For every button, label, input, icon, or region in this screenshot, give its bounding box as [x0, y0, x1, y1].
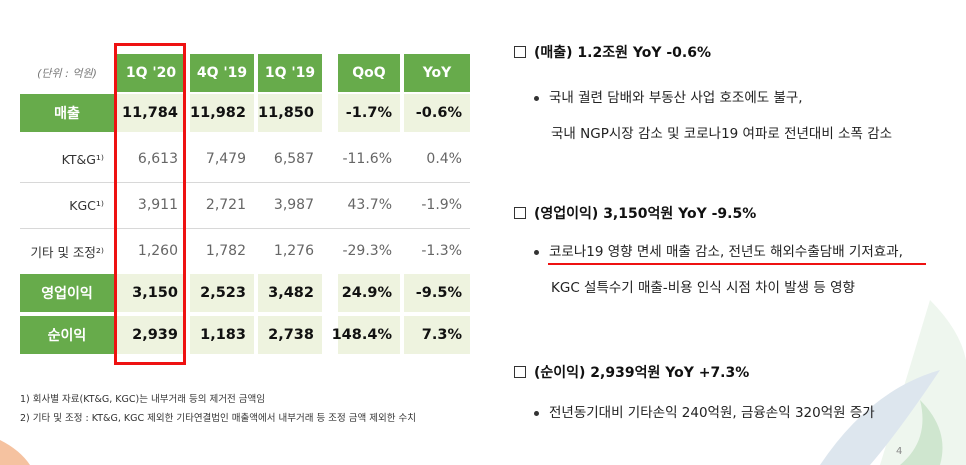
bullet-text: 국내 궐련 담배와 부동산 사업 호조에도 불구, [549, 90, 803, 106]
red-underline [548, 263, 926, 265]
cell: 1,260 [137, 243, 178, 259]
row-label: 기타 및 조정²⁾ [30, 244, 104, 260]
cell: -29.3% [342, 243, 392, 259]
row-label: KT&G¹⁾ [61, 151, 104, 167]
cell: 2,939 [116, 316, 186, 354]
footnote-1: 1) 회사별 자료(KT&G, KGC)는 내부거래 등의 제거전 금액임 [20, 394, 265, 405]
bullet-text: 전년동기대비 기타손익 240억원, 금융손익 320억원 증가 [549, 405, 875, 421]
cell: 11,850 [258, 94, 322, 132]
cell: 24.9% [338, 274, 400, 312]
header-qoq: QoQ [338, 54, 400, 92]
cell: 7.3% [404, 316, 470, 354]
section-title: (순이익) 2,939억원 YoY +7.3% [534, 365, 750, 381]
cell: 6,613 [137, 151, 178, 167]
checkbox-icon [514, 46, 526, 58]
header-yoy: YoY [404, 54, 470, 92]
bullet-continuation: 국내 NGP시장 감소 및 코로나19 여파로 전년대비 소폭 감소 [551, 126, 893, 142]
unit-label: (단위 : 억원) [37, 67, 97, 80]
cell: -0.6% [404, 94, 470, 132]
cell: 148.4% [332, 316, 400, 354]
bullet-item: 전년동기대비 기타손익 240억원, 금융손익 320억원 증가 [534, 401, 875, 421]
header-1q19: 1Q '19 [258, 54, 322, 92]
section-title: (영업이익) 3,150억원 YoY -9.5% [534, 206, 757, 222]
bullet-icon [534, 410, 539, 416]
bullet-icon [534, 249, 539, 255]
cell: -1.3% [421, 243, 462, 259]
cell: 11,982 [190, 94, 254, 132]
table-row-other: 기타 및 조정²⁾ 1,260 1,782 1,276 -29.3% -1.3% [20, 232, 480, 270]
cell: 43.7% [347, 197, 392, 213]
bullet-item: 국내 궐련 담배와 부동산 사업 호조에도 불구, [534, 86, 803, 106]
table-row-net-income: 순이익 2,939 1,183 2,738 148.4% 7.3% [20, 316, 480, 354]
cell: 3,911 [137, 197, 178, 213]
cell: 3,150 [116, 274, 186, 312]
footnote-2: 2) 기타 및 조정 : KT&G, KGC 제외한 기타연결법인 매출액에서 … [20, 413, 416, 424]
cell: -1.7% [338, 94, 400, 132]
table-header-row: (단위 : 억원) 1Q '20 4Q '19 1Q '19 QoQ YoY [20, 54, 480, 92]
cell: 2,738 [258, 316, 322, 354]
section-revenue-title: (매출) 1.2조원 YoY -0.6% [514, 42, 711, 62]
cell: 3,987 [273, 197, 314, 213]
highlight-box [114, 43, 186, 365]
cell: 0.4% [426, 151, 462, 167]
row-label: 영업이익 [20, 274, 114, 312]
header-1q20: 1Q '20 [116, 54, 186, 92]
row-label: KGC¹⁾ [69, 197, 104, 213]
page-number: 4 [896, 446, 903, 457]
cell: 3,482 [258, 274, 322, 312]
bullet-text: 코로나19 영향 면세 매출 감소, 전년도 해외수출담배 기저효과, [549, 244, 903, 260]
cell: 11,784 [116, 94, 186, 132]
cell: -11.6% [342, 151, 392, 167]
cell: -1.9% [421, 197, 462, 213]
bullet-icon [534, 95, 539, 101]
cell: 7,479 [205, 151, 246, 167]
cell: 1,276 [273, 243, 314, 259]
table-row-operating-profit: 영업이익 3,150 2,523 3,482 24.9% -9.5% [20, 274, 480, 312]
cell: 1,782 [205, 243, 246, 259]
table-row-ktg: KT&G¹⁾ 6,613 7,479 6,587 -11.6% 0.4% [20, 140, 480, 178]
table-row-kgc: KGC¹⁾ 3,911 2,721 3,987 43.7% -1.9% [20, 186, 480, 224]
table-row-revenue: 매출 11,784 11,982 11,850 -1.7% -0.6% [20, 94, 480, 132]
section-operating-title: (영업이익) 3,150억원 YoY -9.5% [514, 203, 756, 223]
bullet-continuation: KGC 설특수기 매출-비용 인식 시점 차이 발생 등 영향 [551, 280, 855, 296]
row-divider [20, 314, 470, 315]
cell: 1,183 [190, 316, 254, 354]
row-divider [20, 182, 470, 183]
cell: 6,587 [273, 151, 314, 167]
bullet-item: 코로나19 영향 면세 매출 감소, 전년도 해외수출담배 기저효과, [534, 240, 903, 260]
checkbox-icon [514, 207, 526, 219]
checkbox-icon [514, 366, 526, 378]
header-4q19: 4Q '19 [190, 54, 254, 92]
section-title: (매출) 1.2조원 YoY -0.6% [534, 45, 711, 61]
row-label: 매출 [20, 94, 114, 132]
cell: -9.5% [404, 274, 470, 312]
cell: 2,721 [205, 197, 246, 213]
cell: 2,523 [190, 274, 254, 312]
row-label: 순이익 [20, 316, 114, 354]
section-net-income-title: (순이익) 2,939억원 YoY +7.3% [514, 362, 749, 382]
row-divider [20, 228, 470, 229]
